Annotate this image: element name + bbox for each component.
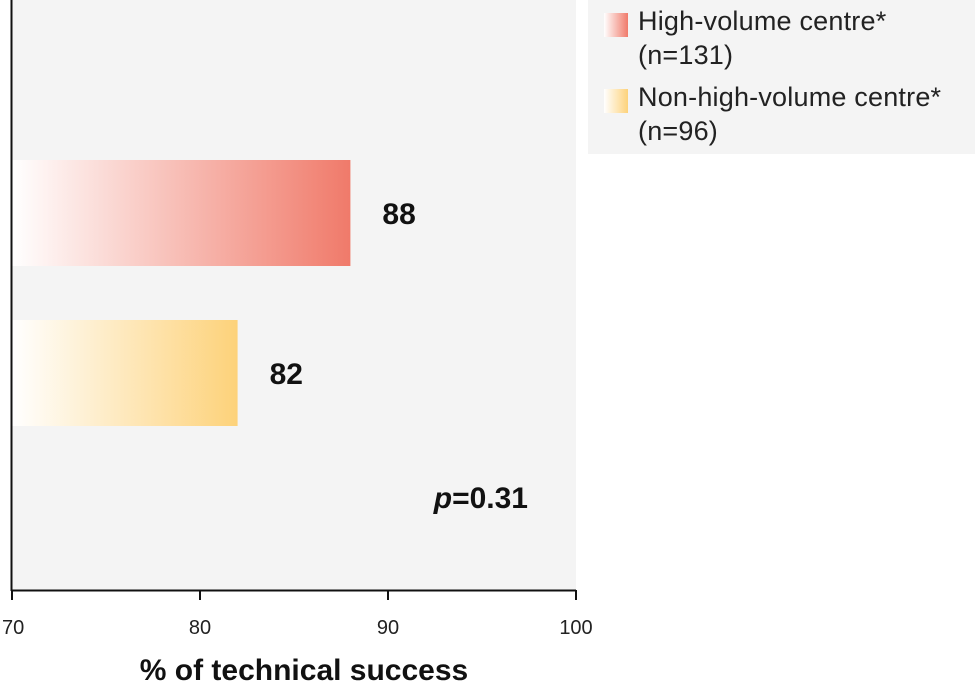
legend-name-high-volume: High-volume centre* xyxy=(638,6,887,36)
bar-value-non-high-volume: 82 xyxy=(270,358,303,391)
p-value-symbol: p xyxy=(433,482,452,515)
legend-label-high-volume: High-volume centre* (n=131) xyxy=(638,4,886,72)
legend-swatch-non-high-volume xyxy=(604,89,628,113)
x-tick-label-100: 100 xyxy=(559,617,592,639)
bar-value-high-volume: 88 xyxy=(382,198,415,231)
legend-n-non-high-volume: (n=96) xyxy=(638,116,718,146)
legend-item-high-volume: High-volume centre* (n=131) xyxy=(604,4,886,72)
legend-name-non-high-volume: Non-high-volume centre* xyxy=(638,82,942,112)
x-tick-label-90: 90 xyxy=(377,617,399,639)
x-tick-label-70: 70 xyxy=(2,617,24,639)
legend-n-high-volume: (n=131) xyxy=(638,40,734,70)
bar-non-high-volume xyxy=(12,320,238,426)
legend-item-non-high-volume: Non-high-volume centre* (n=96) xyxy=(604,80,941,148)
x-tick-label-80: 80 xyxy=(189,617,211,639)
p-value-annotation: p=0.31 xyxy=(433,482,528,515)
plot-background xyxy=(12,0,576,590)
legend-swatch-high-volume xyxy=(604,13,628,37)
bar-high-volume xyxy=(12,160,351,266)
legend-label-non-high-volume: Non-high-volume centre* (n=96) xyxy=(638,80,941,148)
p-value-text: =0.31 xyxy=(452,482,528,515)
legend: High-volume centre* (n=131) Non-high-vol… xyxy=(588,0,975,154)
x-axis-title: % of technical success xyxy=(140,654,468,687)
